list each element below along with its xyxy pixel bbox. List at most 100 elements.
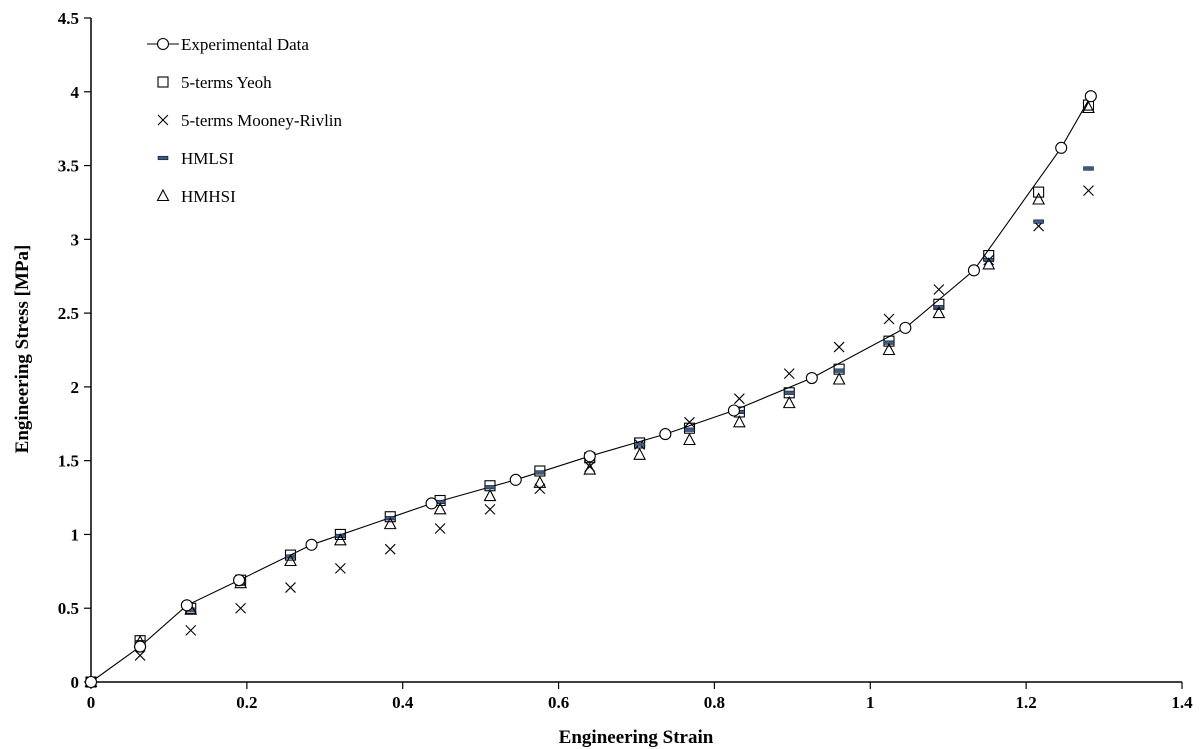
data-point (932, 305, 946, 319)
y-axis-title: Engineering Stress [MPa] (12, 245, 33, 454)
data-point (533, 475, 547, 488)
y-tick-label: 2.5 (58, 304, 79, 323)
series-dash (85, 166, 1094, 685)
experimental-data-line (90, 95, 1092, 683)
data-point (732, 415, 746, 428)
legend: Experimental Data 5-terms Yeoh 5-terms Moo… (147, 35, 343, 206)
y-tick-label: 0 (71, 673, 80, 692)
data-point (1055, 141, 1068, 154)
data-point (433, 502, 447, 515)
x-tick-label: 0.8 (704, 693, 725, 712)
data-point (384, 543, 396, 555)
x-axis-title: Engineering Strain (559, 727, 714, 748)
series-circle (84, 90, 1097, 689)
data-point (1084, 90, 1097, 103)
data-point (1033, 186, 1045, 198)
x-tick-label: 0 (87, 693, 96, 712)
axes (90, 18, 1182, 683)
data-point (534, 483, 546, 495)
legend-label: 5-terms Mooney-Rivlin (181, 111, 343, 130)
series-triangle (84, 100, 1095, 688)
data-point (833, 341, 845, 353)
data-point (783, 368, 795, 379)
data-point (783, 390, 795, 395)
data-point (185, 624, 197, 636)
data-point (727, 404, 740, 417)
data-point (334, 562, 346, 574)
data-point (134, 640, 147, 653)
legend-item: HMLSI (157, 149, 234, 168)
data-point (180, 599, 193, 612)
legend-label: 5-terms Yeoh (181, 73, 272, 92)
data-point (84, 675, 98, 689)
data-point (434, 523, 446, 534)
y-tick-label: 1 (71, 525, 80, 544)
data-point (833, 368, 845, 373)
data-point (483, 488, 497, 502)
data-point (982, 257, 996, 270)
series-x (85, 185, 1094, 688)
data-point (284, 553, 297, 567)
data-point (659, 428, 672, 441)
legend-marker (156, 37, 170, 51)
data-point (733, 393, 745, 405)
data-point (805, 371, 818, 385)
data-point (633, 447, 647, 460)
data-point (1033, 219, 1044, 224)
data-point (634, 442, 645, 447)
legend-item: Experimental Data (147, 35, 309, 54)
data-point (782, 395, 796, 409)
x-tick-label: 0.4 (392, 693, 414, 712)
legend-marker (157, 76, 169, 88)
x-tick-label: 0.6 (548, 693, 569, 712)
data-point (967, 264, 980, 277)
legend-label: HMLSI (181, 149, 234, 168)
data-point (235, 602, 247, 614)
data-point (534, 470, 546, 475)
data-point (233, 574, 246, 587)
legend-label: Experimental Data (181, 35, 309, 54)
y-tick-label: 3.5 (58, 157, 79, 176)
data-point (134, 650, 146, 661)
x-tick-label: 1.2 (1016, 693, 1037, 712)
legend-item: 5-terms Mooney-Rivlin (157, 111, 343, 130)
x-tick-label: 1 (866, 693, 875, 712)
data-point (1083, 185, 1094, 197)
data-point (1083, 166, 1094, 171)
data-point (899, 321, 912, 334)
data-point (832, 372, 846, 385)
data-point (583, 450, 596, 463)
x-ticks: 0 0.2 0.4 0.6 0.8 1 1.2 1.4 (87, 682, 1193, 712)
data-point (305, 538, 318, 551)
x-tick-label: 1.4 (1171, 693, 1193, 712)
legend-label: HMHSI (181, 187, 236, 206)
legend-item: 5-terms Yeoh (157, 73, 272, 92)
legend-marker (157, 155, 169, 161)
data-point (684, 416, 695, 428)
data-marks (84, 90, 1097, 689)
x-tick-label: 0.2 (236, 693, 257, 712)
y-tick-label: 4 (71, 83, 80, 102)
data-point (509, 473, 522, 486)
y-tick-label: 1.5 (58, 452, 79, 471)
data-point (883, 313, 895, 325)
y-tick-label: 0.5 (58, 599, 79, 618)
data-point (333, 533, 347, 546)
data-point (1082, 100, 1095, 114)
data-point (583, 462, 597, 475)
y-ticks: 0 0.5 1 1.5 2 2.5 3 3.5 4 4.5 (58, 9, 91, 692)
legend-marker (157, 114, 169, 126)
legend-marker (156, 188, 170, 202)
data-point (684, 427, 695, 432)
data-point (285, 582, 296, 593)
series-square (85, 99, 1095, 688)
data-point (425, 497, 438, 510)
y-tick-label: 4.5 (58, 9, 79, 28)
data-point (484, 485, 496, 490)
data-point (933, 284, 945, 295)
data-point (383, 516, 397, 530)
data-point (683, 432, 696, 446)
y-tick-label: 3 (71, 230, 80, 249)
legend-item: HMHSI (156, 187, 236, 206)
